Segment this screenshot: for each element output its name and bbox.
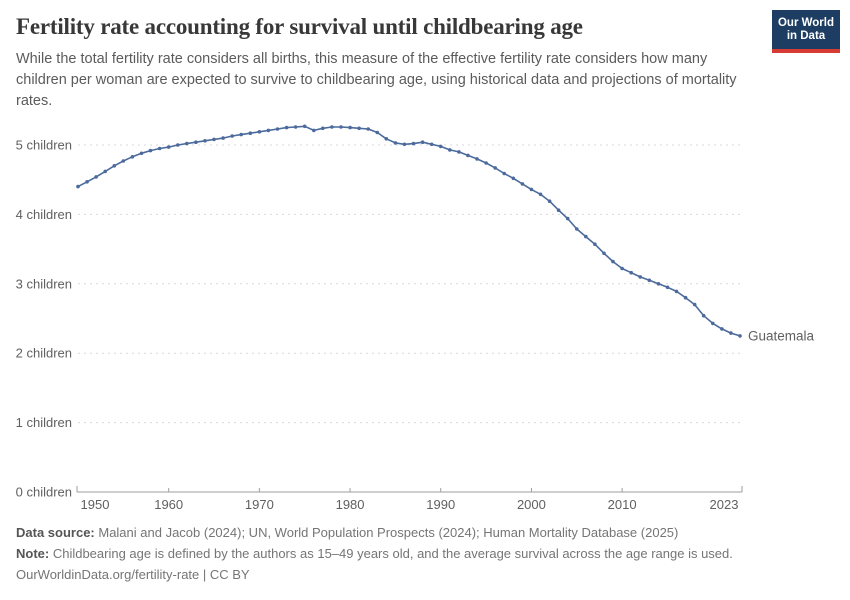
owid-logo-text: Our World in Data <box>772 10 840 50</box>
y-tick-label: 1 children <box>16 415 72 430</box>
owid-logo-red-strip <box>772 49 840 54</box>
y-tick-label: 3 children <box>16 276 72 291</box>
x-tick-label: 1970 <box>245 497 274 512</box>
data-points <box>76 124 742 338</box>
owid-logo-line1: Our World <box>777 17 834 29</box>
y-tick-label: 4 children <box>16 207 72 222</box>
x-axis-labels: 1950 1960 1970 1980 1990 2000 2010 2023 <box>81 497 739 512</box>
owid-logo-line2: in Data <box>786 30 826 43</box>
note-line: Note: Childbearing age is defined by the… <box>16 543 836 564</box>
owid-logo: Our World in Data <box>772 10 840 54</box>
x-tick-label: 1980 <box>336 497 365 512</box>
y-axis-labels: 0 children 1 children 2 children 3 children… <box>16 138 72 500</box>
x-tick-label: 2010 <box>608 497 637 512</box>
license-line: OurWorldinData.org/fertility-rate | CC B… <box>16 567 250 582</box>
chart-header: Fertility rate accounting for survival u… <box>16 14 761 111</box>
data-source-text: Malani and Jacob (2024); UN, World Popul… <box>94 525 679 540</box>
x-tick-label: 1960 <box>154 497 183 512</box>
x-tick-label: 1990 <box>426 497 455 512</box>
x-tick-label: 2000 <box>517 497 546 512</box>
y-tick-label: 0 children <box>16 485 72 500</box>
chart-footer: Data source: Malani and Jacob (2024); UN… <box>16 522 836 585</box>
chart-subtitle: While the total fertility rate considers… <box>16 51 737 109</box>
note-text: Childbearing age is defined by the autho… <box>49 546 733 561</box>
series-label: Guatemala <box>748 328 815 343</box>
page-title: Fertility rate accounting for survival u… <box>16 14 583 39</box>
y-tick-label: 5 children <box>16 138 72 153</box>
data-line <box>77 125 741 337</box>
data-source-label: Data source: <box>16 525 95 540</box>
data-source-line: Data source: Malani and Jacob (2024); UN… <box>16 522 836 543</box>
x-tick-label: 2023 <box>710 497 739 512</box>
y-tick-label: 2 children <box>16 346 72 361</box>
note-label: Note: <box>16 546 50 561</box>
x-tick-label: 1950 <box>81 497 110 512</box>
x-axis <box>76 486 743 493</box>
grid-lines <box>78 144 740 424</box>
